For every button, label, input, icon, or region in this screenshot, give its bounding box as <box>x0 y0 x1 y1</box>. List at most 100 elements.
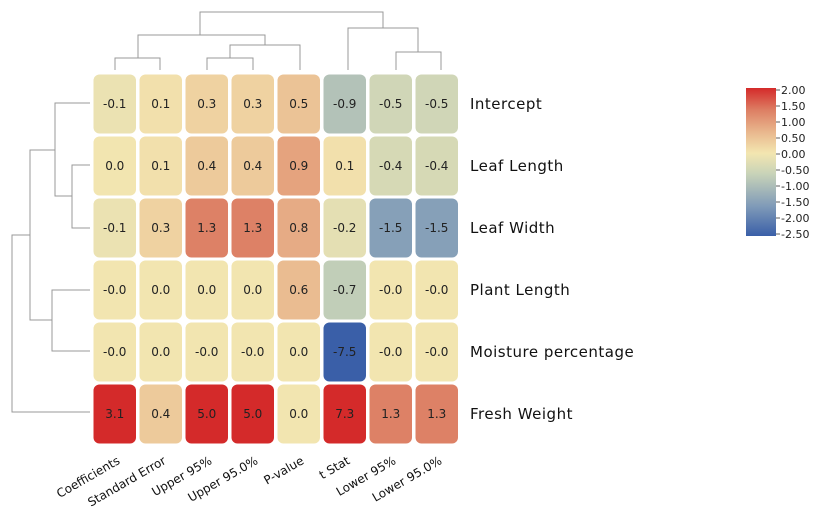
heatmap-cell <box>93 384 136 444</box>
heatmap-cell <box>323 74 366 134</box>
heatmap-cell <box>369 198 412 258</box>
cell-value-label: -0.7 <box>333 283 356 297</box>
cell-value-label: 0.0 <box>197 283 216 297</box>
heatmap-cell <box>231 384 274 444</box>
cell-value-label: 7.3 <box>335 407 354 421</box>
cell-value-label: 0.1 <box>151 97 170 111</box>
heatmap-cell <box>277 136 320 196</box>
heatmap-cell <box>231 136 274 196</box>
cell-value-label: 1.3 <box>381 407 400 421</box>
cell-value-label: 0.4 <box>151 407 170 421</box>
heatmap-cell <box>185 260 228 320</box>
heatmap-cell <box>185 198 228 258</box>
heatmap-cell <box>369 260 412 320</box>
heatmap-cell <box>369 74 412 134</box>
row-label: Leaf Length <box>470 157 564 175</box>
cell-value-label: -0.4 <box>425 159 448 173</box>
heatmap-cell <box>93 260 136 320</box>
color-bar-tick-label: -1.00 <box>781 180 809 193</box>
cell-value-label: 5.0 <box>197 407 216 421</box>
color-bar-gradient <box>746 88 776 236</box>
heatmap-cell <box>93 136 136 196</box>
heatmap-cell <box>139 322 182 382</box>
cell-value-label: 1.3 <box>197 221 216 235</box>
row-label: Fresh Weight <box>470 405 573 423</box>
cell-value-label: 0.3 <box>243 97 262 111</box>
cell-value-label: 0.0 <box>105 159 124 173</box>
cell-value-label: -7.5 <box>333 345 356 359</box>
color-bar-tick-label: -2.00 <box>781 212 809 225</box>
heatmap-cell <box>185 136 228 196</box>
heatmap-cell <box>231 198 274 258</box>
heatmap-cell <box>369 322 412 382</box>
heatmap-cell <box>185 74 228 134</box>
color-bar-ticks: 2.00 1.50 1.00 0.50 0.00 -0.50 -1.00 -1.50 -2.00… <box>776 84 809 241</box>
heatmap-cell <box>277 260 320 320</box>
cell-value-label: -0.0 <box>103 283 126 297</box>
heatmap-cell <box>185 322 228 382</box>
color-bar: 2.00 1.50 1.00 0.50 0.00 -0.50 -1.00 -1.50 -2.00… <box>746 84 809 241</box>
cell-value-label: 0.3 <box>197 97 216 111</box>
cell-value-label: -0.0 <box>103 345 126 359</box>
cell-value-label: -0.9 <box>333 97 356 111</box>
cell-value-label: -0.5 <box>379 97 402 111</box>
cell-value-label: 1.3 <box>427 407 446 421</box>
heatmap-cell <box>139 260 182 320</box>
column-label: Standard Error <box>85 453 168 509</box>
heatmap-cell <box>415 260 458 320</box>
row-label: Intercept <box>470 95 542 113</box>
color-bar-tick-label: -0.50 <box>781 164 809 177</box>
heatmap-cell <box>277 322 320 382</box>
heatmap-cell <box>93 74 136 134</box>
cell-value-label: -1.5 <box>379 221 402 235</box>
cell-value-label: -0.0 <box>425 283 448 297</box>
cell-value-label: 0.0 <box>243 283 262 297</box>
heatmap-cell <box>415 384 458 444</box>
cell-value-label: 0.1 <box>151 159 170 173</box>
heatmap-cell <box>277 384 320 444</box>
heatmap-cell <box>415 74 458 134</box>
cell-value-label: -0.1 <box>103 221 126 235</box>
cell-value-label: 0.4 <box>243 159 262 173</box>
cell-value-label: 0.9 <box>289 159 308 173</box>
cell-value-label: 5.0 <box>243 407 262 421</box>
row-label: Leaf Width <box>470 219 555 237</box>
row-label: Plant Length <box>470 281 570 299</box>
heatmap-cell <box>369 384 412 444</box>
cell-value-label: 0.5 <box>289 97 308 111</box>
row-label: Moisture percentage <box>470 343 634 361</box>
column-label: t Stat <box>317 453 353 482</box>
color-bar-tick-label: -2.50 <box>781 228 809 241</box>
heatmap-cell <box>369 136 412 196</box>
cell-value-label: -0.5 <box>425 97 448 111</box>
heatmap-cell <box>323 198 366 258</box>
heatmap-cell <box>323 260 366 320</box>
cell-value-label: 0.6 <box>289 283 308 297</box>
heatmap-cell <box>231 322 274 382</box>
heatmap-cell <box>139 74 182 134</box>
heatmap-cell <box>323 322 366 382</box>
cell-value-label: 0.0 <box>289 407 308 421</box>
cell-value-label: 0.1 <box>335 159 354 173</box>
cell-value-label: 0.8 <box>289 221 308 235</box>
heatmap-cell <box>415 322 458 382</box>
heatmap-cell <box>277 74 320 134</box>
cell-value-label: 0.0 <box>151 345 170 359</box>
cell-value-label: -0.0 <box>425 345 448 359</box>
heatmap-cell <box>139 136 182 196</box>
cell-value-label: -0.1 <box>103 97 126 111</box>
heatmap-cell <box>415 136 458 196</box>
heatmap-cell <box>323 384 366 444</box>
color-bar-tick-label: 2.00 <box>781 84 806 97</box>
cell-value-label: -0.0 <box>195 345 218 359</box>
color-bar-tick-label: -1.50 <box>781 196 809 209</box>
color-bar-tick-label: 1.50 <box>781 100 806 113</box>
heatmap-cell <box>231 74 274 134</box>
cell-value-label: 3.1 <box>105 407 124 421</box>
cell-value-label: -0.2 <box>333 221 356 235</box>
heatmap-cell <box>93 322 136 382</box>
cell-value-label: 0.3 <box>151 221 170 235</box>
cell-value-label: 0.4 <box>197 159 216 173</box>
heatmap-cell <box>139 384 182 444</box>
